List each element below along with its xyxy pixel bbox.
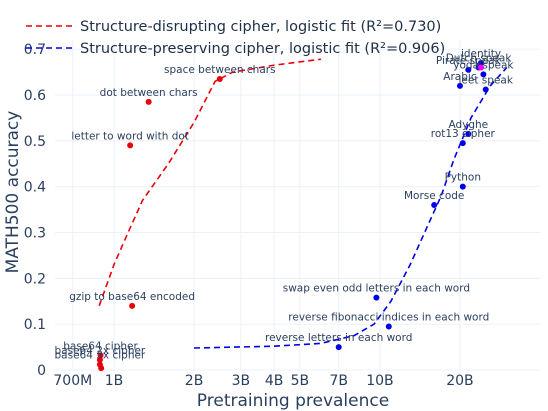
point-label: Python xyxy=(445,172,481,184)
y-tick-label: 0.1 xyxy=(24,317,46,333)
data-point xyxy=(482,86,489,93)
data-point xyxy=(129,302,136,309)
data-points xyxy=(96,59,489,372)
x-tick-label: 2B xyxy=(185,373,204,389)
grid-lines xyxy=(55,40,540,371)
y-tick-labels: 0 0.1 0.2 0.3 0.4 0.5 0.6 0.7 xyxy=(24,42,46,379)
y-tick-label: 0.6 xyxy=(24,88,46,104)
y-tick-label: 0.4 xyxy=(24,180,46,196)
data-point xyxy=(459,140,466,147)
point-label: reverse letters in each word xyxy=(265,332,412,344)
legend-label-structure-preserving: Structure-preserving cipher, logistic fi… xyxy=(80,41,445,57)
data-point xyxy=(145,98,152,105)
x-tick-label: 20B xyxy=(446,373,473,389)
y-tick-label: 0.5 xyxy=(24,134,46,150)
point-label: yoda speak xyxy=(453,59,514,71)
data-point xyxy=(385,323,392,330)
data-point xyxy=(373,294,380,301)
legend-label-structure-disrupting: Structure-disrupting cipher, logistic fi… xyxy=(80,19,441,35)
point-label: base64 3x cipher xyxy=(55,350,146,362)
fit-lines xyxy=(98,58,508,349)
x-tick-label: 700M xyxy=(53,373,92,389)
point-label: Pirate speak xyxy=(436,55,502,67)
x-tick-label: 10B xyxy=(366,373,393,389)
data-point xyxy=(216,75,223,82)
data-point xyxy=(96,356,103,363)
x-tick-label: 3B xyxy=(232,373,251,389)
point-label: identity xyxy=(461,48,501,60)
point-label: leet speak xyxy=(459,75,514,87)
data-point xyxy=(465,130,472,137)
x-tick-label: 7B xyxy=(329,373,348,389)
x-tick-label: 4B xyxy=(265,373,284,389)
data-point xyxy=(456,82,463,89)
highlight-point xyxy=(478,64,485,71)
point-label: reverse fibonacci indices in each word xyxy=(288,311,489,323)
point-label: Arabic xyxy=(443,71,477,83)
y-axis-title: MATH500 accuracy xyxy=(3,111,23,274)
data-point xyxy=(97,352,104,359)
data-point xyxy=(335,344,342,351)
point-label: rot13 cipher xyxy=(431,128,496,140)
data-point xyxy=(478,59,485,66)
x-axis-title: Pretraining prevalence xyxy=(197,391,389,411)
x-tick-label: 5B xyxy=(291,373,310,389)
point-label: base64 2x cipher xyxy=(55,345,146,357)
y-tick-label: 0 xyxy=(37,363,46,379)
fit-line-series-1 xyxy=(193,66,508,349)
point-label: Adyghe xyxy=(448,119,488,131)
data-point xyxy=(127,142,134,149)
point-label: swap even odd letters in each word xyxy=(283,283,470,295)
y-tick-label: 0.7 xyxy=(24,42,46,58)
point-label: dot between chars xyxy=(100,87,198,99)
point-label: gzip to base64 encoded xyxy=(69,291,195,303)
y-tick-label: 0.3 xyxy=(24,226,46,242)
point-labels: dot between chars space between chars lett… xyxy=(55,48,515,362)
data-point xyxy=(431,202,438,208)
fit-line-series-0 xyxy=(98,58,322,307)
x-tick-labels: 700M 1B 2B 3B 4B 5B 7B 10B 20B xyxy=(53,373,473,389)
point-label: base64 cipher xyxy=(63,340,138,352)
point-label: Dutch speak xyxy=(446,53,513,65)
data-point xyxy=(98,365,105,372)
y-tick-label: 0.2 xyxy=(24,271,46,287)
data-point xyxy=(465,66,472,73)
legend[interactable]: Structure-disrupting cipher, logistic fi… xyxy=(26,19,445,57)
data-point xyxy=(459,183,466,190)
point-label: Morse code xyxy=(404,190,464,202)
x-tick-label: 1B xyxy=(105,373,124,389)
data-point xyxy=(480,71,487,78)
point-label: letter to word with dot xyxy=(71,130,189,142)
point-label: space between chars xyxy=(164,64,276,76)
